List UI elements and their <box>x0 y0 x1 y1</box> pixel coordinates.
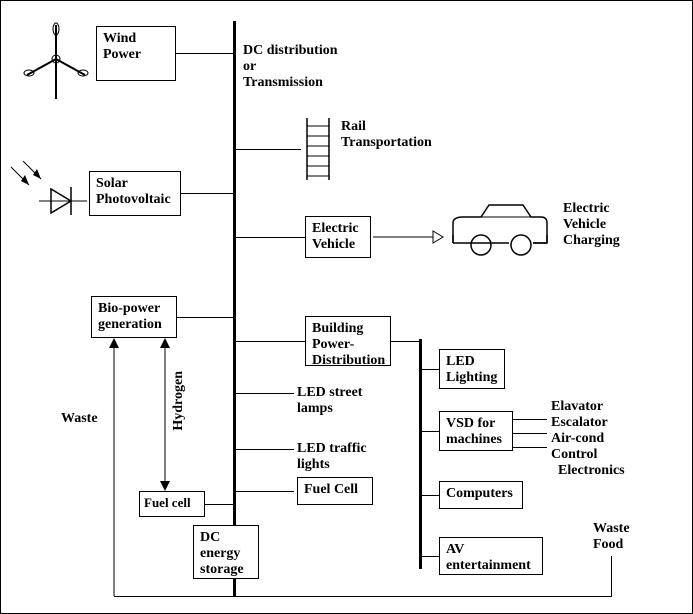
wind-turbine-icon <box>21 21 91 101</box>
led-lighting-box: LED Lighting <box>439 349 505 389</box>
led-traffic-lights-label: LED traffic lights <box>297 441 367 473</box>
av-entertainment-box: AV entertainment <box>439 537 543 575</box>
connector <box>236 393 294 394</box>
car-icon <box>445 201 555 261</box>
building-bus <box>419 339 422 569</box>
vsd-items-label: Elavator Escalator Air-cond Control Elec… <box>551 399 625 479</box>
solar-diode-icon <box>9 161 89 221</box>
fuel-cell-right-box: Fuel Cell <box>297 477 373 505</box>
connector <box>421 369 439 370</box>
arrow-ev-to-car <box>371 227 445 247</box>
feedback-line-right <box>611 556 612 596</box>
connector <box>176 53 234 54</box>
connector <box>421 495 439 496</box>
connector <box>391 341 419 342</box>
ev-charging-label: Electric Vehicle Charging <box>563 201 620 249</box>
main-dc-bus <box>233 21 236 596</box>
rail-ladder-icon <box>301 116 335 182</box>
solar-pv-box: Solar Photovoltaic <box>89 171 181 216</box>
connector <box>513 447 547 448</box>
dc-distribution-label: DC distribution or Transmission <box>243 43 338 91</box>
connector <box>236 491 294 492</box>
connector <box>236 449 294 450</box>
computers-box: Computers <box>439 481 523 509</box>
connector <box>236 149 301 150</box>
electric-vehicle-box: Electric Vehicle <box>305 216 371 258</box>
connector <box>181 193 234 194</box>
vsd-machines-box: VSD for machines <box>439 411 513 451</box>
fuel-cell-left-box: Fuel cell <box>139 491 205 517</box>
waste-label: Waste <box>61 411 98 427</box>
waste-arrow <box>106 338 122 598</box>
connector <box>177 317 234 318</box>
led-street-lamps-label: LED street lamps <box>297 385 362 417</box>
feedback-line-bottom <box>114 596 612 597</box>
connector <box>421 556 439 557</box>
bio-power-box: Bio-power generation <box>91 296 177 338</box>
connector <box>421 431 439 432</box>
diagram: Wind Power DC distribution or Transmissi… <box>0 0 693 614</box>
waste-food-label: Waste Food <box>593 521 630 553</box>
connector <box>236 341 305 342</box>
dc-energy-storage-box: DC energy storage <box>193 525 259 579</box>
connector <box>513 419 547 420</box>
rail-transportation-label: Rail Transportation <box>341 119 432 151</box>
connector <box>513 433 547 434</box>
building-power-dist-box: Building Power- Distribution <box>305 316 391 366</box>
hydrogen-label: Hydrogen <box>171 371 187 431</box>
wind-power-box: Wind Power <box>96 26 176 81</box>
connector <box>236 237 305 238</box>
connector <box>205 504 234 505</box>
